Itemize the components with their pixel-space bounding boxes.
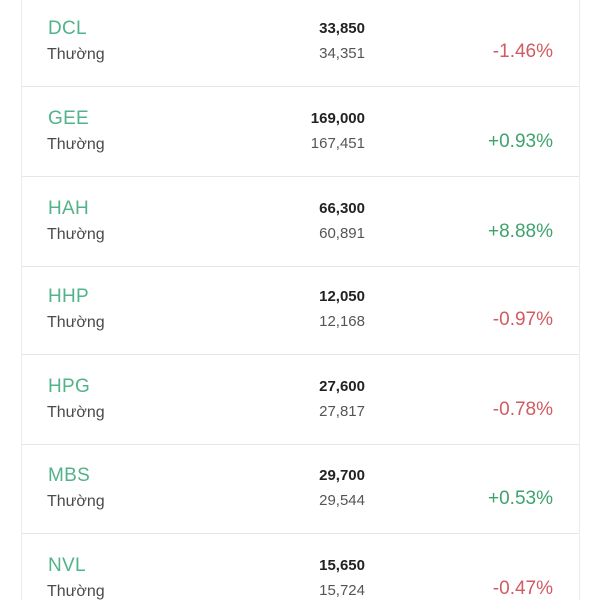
stock-price: 27,600: [319, 378, 365, 395]
stock-reference-price: 60,891: [319, 225, 365, 242]
stock-row-nvl[interactable]: NVL Thường 15,650 15,724 -0.47%: [22, 535, 579, 600]
stock-order-type: Thường: [47, 583, 105, 600]
stock-row-gee[interactable]: GEE Thường 169,000 167,451 +0.93%: [22, 88, 579, 177]
stock-order-type: Thường: [47, 314, 105, 331]
stock-reference-price: 167,451: [310, 135, 365, 152]
stock-reference-price: 34,351: [319, 45, 365, 62]
stock-symbol: HAH: [48, 198, 90, 219]
stock-change-percent: +0.53%: [488, 488, 553, 509]
stock-order-type: Thường: [47, 226, 105, 243]
stock-row-hhp[interactable]: HHP Thường 12,050 12,168 -0.97%: [22, 266, 579, 355]
stock-order-type: Thường: [47, 46, 105, 63]
stock-symbol: GEE: [48, 108, 90, 129]
stock-price: 15,650: [319, 557, 365, 574]
stock-price: 29,700: [319, 467, 365, 484]
stock-reference-price: 15,724: [319, 582, 365, 599]
stock-reference-price: 29,544: [319, 492, 365, 509]
stock-row-hah[interactable]: HAH Thường 66,300 60,891 +8.88%: [22, 178, 579, 267]
stock-change-percent: -0.47%: [492, 578, 553, 599]
stock-order-type: Thường: [47, 404, 105, 421]
stock-change-percent: +0.93%: [488, 131, 553, 152]
stock-symbol: MBS: [48, 465, 91, 486]
stock-change-percent: -0.97%: [492, 309, 553, 330]
stock-row-hpg[interactable]: HPG Thường 27,600 27,817 -0.78%: [22, 356, 579, 445]
stock-change-percent: -1.46%: [492, 41, 553, 62]
stock-order-type: Thường: [47, 493, 105, 510]
stock-reference-price: 12,168: [319, 313, 365, 330]
stock-list: DCL Thường 33,850 34,351 -1.46% GEE Thườ…: [21, 0, 580, 600]
stock-symbol: DCL: [48, 18, 87, 39]
stock-price: 169,000: [310, 110, 365, 127]
stock-order-type: Thường: [47, 136, 105, 153]
stock-price: 33,850: [319, 20, 365, 37]
stock-reference-price: 27,817: [319, 403, 365, 420]
stock-change-percent: +8.88%: [488, 221, 553, 242]
stock-price: 66,300: [319, 200, 365, 217]
stock-symbol: HHP: [48, 286, 90, 307]
stock-price: 12,050: [319, 288, 365, 305]
stock-row-dcl[interactable]: DCL Thường 33,850 34,351 -1.46%: [22, 0, 579, 87]
stock-change-percent: -0.78%: [492, 399, 553, 420]
stock-symbol: HPG: [48, 376, 91, 397]
stock-symbol: NVL: [48, 555, 86, 576]
stock-row-mbs[interactable]: MBS Thường 29,700 29,544 +0.53%: [22, 445, 579, 534]
